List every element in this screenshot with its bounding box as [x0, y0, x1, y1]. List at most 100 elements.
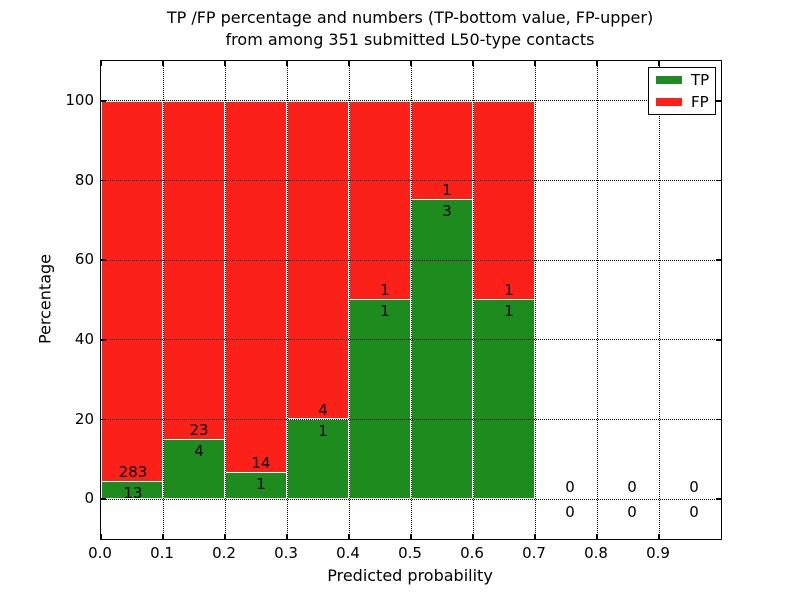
x-tick-mark [534, 534, 536, 539]
x-tick-label: 0.3 [274, 544, 298, 562]
x-tick-mark [410, 61, 412, 66]
y-tick-mark [101, 498, 106, 500]
fp-count-label: 4 [318, 400, 328, 419]
x-tick-mark [410, 534, 412, 539]
x-tick-mark [100, 61, 102, 66]
x-tick-mark [286, 61, 288, 66]
y-tick-mark [716, 179, 721, 182]
bar-segment-tp [349, 300, 411, 500]
tp-count-label: 1 [318, 421, 328, 440]
bar-segment-tp [163, 440, 225, 500]
y-tick-label: 60 [74, 250, 94, 269]
legend-item: FP [656, 92, 715, 111]
tp-count-label: 1 [380, 302, 390, 320]
y-tick-mark [101, 179, 106, 182]
legend-item-label: TP [691, 70, 710, 89]
y-tick-label: 100 [65, 90, 94, 109]
bar-segment-tp [411, 200, 473, 500]
x-tick-mark [596, 534, 598, 539]
tp-legend-swatch [656, 76, 682, 84]
y-tick-label: 0 [84, 489, 94, 508]
bar-segment-tp [287, 419, 349, 500]
y-tick-mark [101, 418, 106, 421]
x-tick-label: 0.1 [150, 544, 174, 562]
tp-count-label: 0 [689, 503, 699, 522]
y-tick-label: 80 [74, 170, 94, 189]
vertical-gridline [596, 61, 598, 539]
tp-count-label: 0 [565, 503, 575, 522]
bar-segment-tp [473, 300, 535, 500]
legend-item-label: FP [691, 92, 709, 111]
bar-segment-fp [349, 100, 411, 300]
vertical-gridline [658, 61, 660, 539]
vertical-gridline [410, 61, 412, 539]
x-tick-mark [224, 61, 226, 66]
y-tick-mark [716, 418, 721, 421]
chart-title-line1: TP /FP percentage and numbers (TP-bottom… [166, 8, 654, 27]
x-tick-label: 0.2 [212, 544, 236, 562]
legend: TP FP [648, 67, 716, 115]
fp-legend-swatch [656, 98, 682, 106]
x-tick-mark [658, 61, 660, 66]
y-tick-mark [716, 259, 721, 261]
x-tick-label: 0.6 [460, 544, 484, 562]
x-tick-label: 0.9 [646, 544, 670, 562]
x-tick-label: 0.0 [88, 544, 112, 562]
tp-count-label: 4 [194, 442, 204, 461]
x-tick-label: 0.4 [336, 544, 360, 562]
y-tick-label: 20 [74, 409, 94, 428]
tp-count-label: 1 [256, 474, 266, 493]
x-tick-mark [100, 534, 102, 539]
bar-segment-fp [473, 100, 535, 300]
y-tick-mark [716, 339, 721, 341]
x-tick-mark [286, 534, 288, 539]
bar-segment-fp [163, 100, 225, 441]
x-tick-mark [348, 61, 350, 66]
x-tick-mark [224, 534, 226, 539]
x-tick-mark [162, 534, 164, 539]
bar-segment-fp [101, 100, 163, 482]
fp-count-label: 283 [118, 462, 148, 481]
y-tick-label: 40 [74, 329, 94, 348]
x-tick-mark [596, 61, 598, 66]
y-tick-mark [716, 100, 721, 102]
tp-count-label: 3 [442, 202, 452, 221]
y-tick-mark [101, 339, 106, 341]
x-tick-mark [162, 61, 164, 66]
plot-area: 283 13 23 4 14 1 4 1 1 1 1 3 1 1 0 0 0 0 0 0 TP FP [100, 60, 722, 540]
fp-count-label: 1 [504, 281, 514, 299]
x-tick-mark [534, 61, 536, 66]
tp-count-label: 0 [627, 503, 637, 522]
chart-title: TP /FP percentage and numbers (TP-bottom… [100, 7, 720, 51]
x-tick-label: 0.8 [584, 544, 608, 562]
x-tick-label: 0.5 [398, 544, 422, 562]
tp-count-label: 1 [504, 302, 514, 320]
fp-count-label: 23 [189, 421, 209, 440]
fp-count-label: 0 [565, 478, 575, 497]
fp-count-label: 1 [380, 281, 390, 299]
fp-count-label: 1 [442, 181, 452, 200]
x-axis-label: Predicted probability [327, 566, 493, 585]
x-tick-label: 0.7 [522, 544, 546, 562]
vertical-gridline [224, 61, 226, 539]
fp-count-label: 0 [627, 478, 637, 497]
vertical-gridline [534, 61, 536, 539]
y-tick-mark [716, 498, 721, 500]
tp-count-label: 13 [123, 483, 143, 502]
y-tick-mark [101, 259, 106, 261]
x-tick-mark [472, 61, 474, 66]
fp-count-label: 0 [689, 478, 699, 497]
vertical-gridline [162, 61, 164, 539]
x-tick-mark [348, 534, 350, 539]
legend-item: TP [656, 70, 715, 89]
vertical-gridline [472, 61, 474, 539]
x-tick-mark [658, 534, 660, 539]
bar-segment-fp [411, 100, 473, 201]
x-tick-mark [472, 534, 474, 539]
vertical-gridline [348, 61, 350, 539]
vertical-gridline [286, 61, 288, 539]
y-tick-mark [101, 100, 106, 102]
bar-segment-fp [225, 100, 287, 473]
chart-title-line2: from among 351 submitted L50-type contac… [225, 30, 595, 49]
